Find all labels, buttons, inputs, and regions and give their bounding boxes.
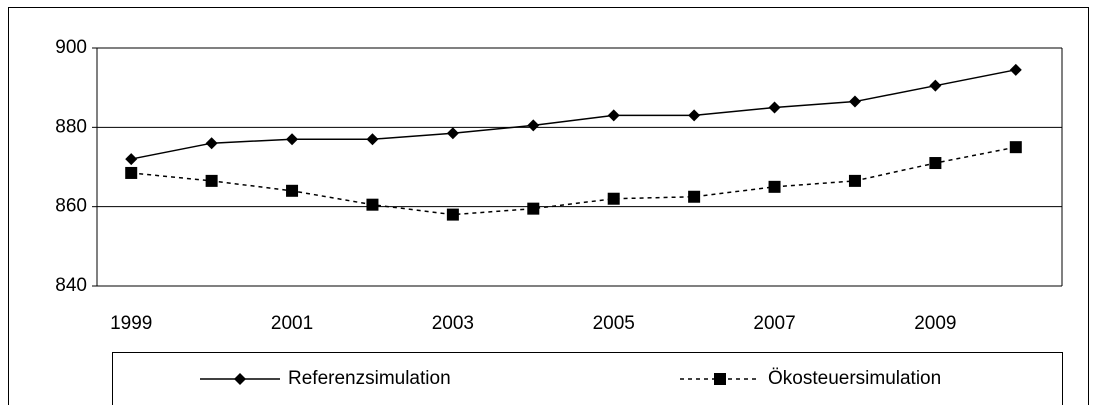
x-tick-label: 2005 — [593, 313, 635, 334]
marker — [125, 166, 138, 179]
y-tick-label: 840 — [55, 275, 87, 296]
marker — [286, 184, 299, 197]
marker — [929, 157, 942, 170]
marker — [607, 109, 620, 122]
legend-label: Referenzsimulation — [288, 368, 451, 389]
marker — [527, 119, 540, 132]
marker — [929, 79, 942, 92]
marker — [205, 174, 218, 187]
y-tick-label: 880 — [55, 116, 87, 137]
x-tick-label: 2001 — [271, 313, 313, 334]
marker — [125, 153, 138, 166]
x-tick-label: 1999 — [110, 313, 152, 334]
x-tick-label: 2003 — [432, 313, 474, 334]
legend-marker — [714, 373, 726, 385]
marker — [205, 137, 218, 150]
legend-box — [112, 352, 1063, 405]
marker — [688, 190, 701, 203]
marker — [527, 202, 540, 215]
x-tick-label: 2009 — [914, 313, 956, 334]
marker — [768, 101, 781, 114]
marker — [848, 95, 861, 108]
y-tick-label: 900 — [55, 37, 87, 58]
legend-label: Ökosteuersimulation — [768, 368, 941, 389]
marker — [446, 127, 459, 140]
marker — [366, 198, 379, 211]
marker — [1009, 63, 1022, 76]
x-tick-label: 2007 — [753, 313, 795, 334]
marker — [1009, 141, 1022, 154]
marker — [286, 133, 299, 146]
marker — [607, 192, 620, 205]
y-tick-label: 860 — [55, 196, 87, 217]
marker — [688, 109, 701, 122]
legend-marker — [234, 373, 246, 385]
marker — [848, 174, 861, 187]
marker — [446, 208, 459, 221]
marker — [768, 180, 781, 193]
marker — [366, 133, 379, 146]
series-line — [131, 69, 1016, 160]
